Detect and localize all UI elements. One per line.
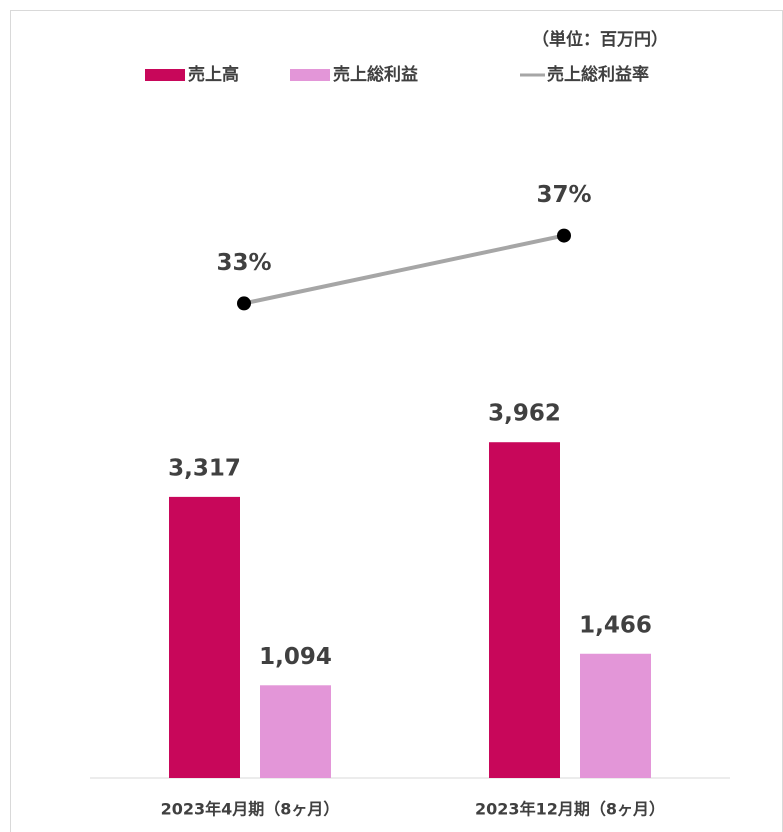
legend-label: 売上総利益率 <box>547 64 649 85</box>
data-label: 37% <box>536 182 591 208</box>
bar <box>169 496 240 778</box>
line-marker <box>557 228 571 243</box>
data-label: 3,317 <box>168 455 241 481</box>
unit-note: （単位：百万円） <box>532 29 668 50</box>
bar <box>580 653 651 778</box>
data-label: 3,962 <box>488 401 561 427</box>
chart-frame <box>10 10 783 832</box>
data-label: 1,466 <box>579 612 652 638</box>
x-tick-label: 2023年4月期（8ヶ月） <box>161 800 340 819</box>
legend-label: 売上総利益 <box>333 64 418 85</box>
line <box>243 233 565 306</box>
bar <box>489 442 560 778</box>
legend-swatch <box>290 69 330 81</box>
legend-label: 売上高 <box>188 64 239 85</box>
legend-swatch <box>145 69 185 81</box>
line-marker <box>237 296 251 311</box>
data-label: 1,094 <box>259 644 332 670</box>
bar <box>260 685 331 778</box>
x-tick-label: 2023年12月期（8ヶ月） <box>475 800 665 819</box>
data-label: 33% <box>216 250 271 276</box>
